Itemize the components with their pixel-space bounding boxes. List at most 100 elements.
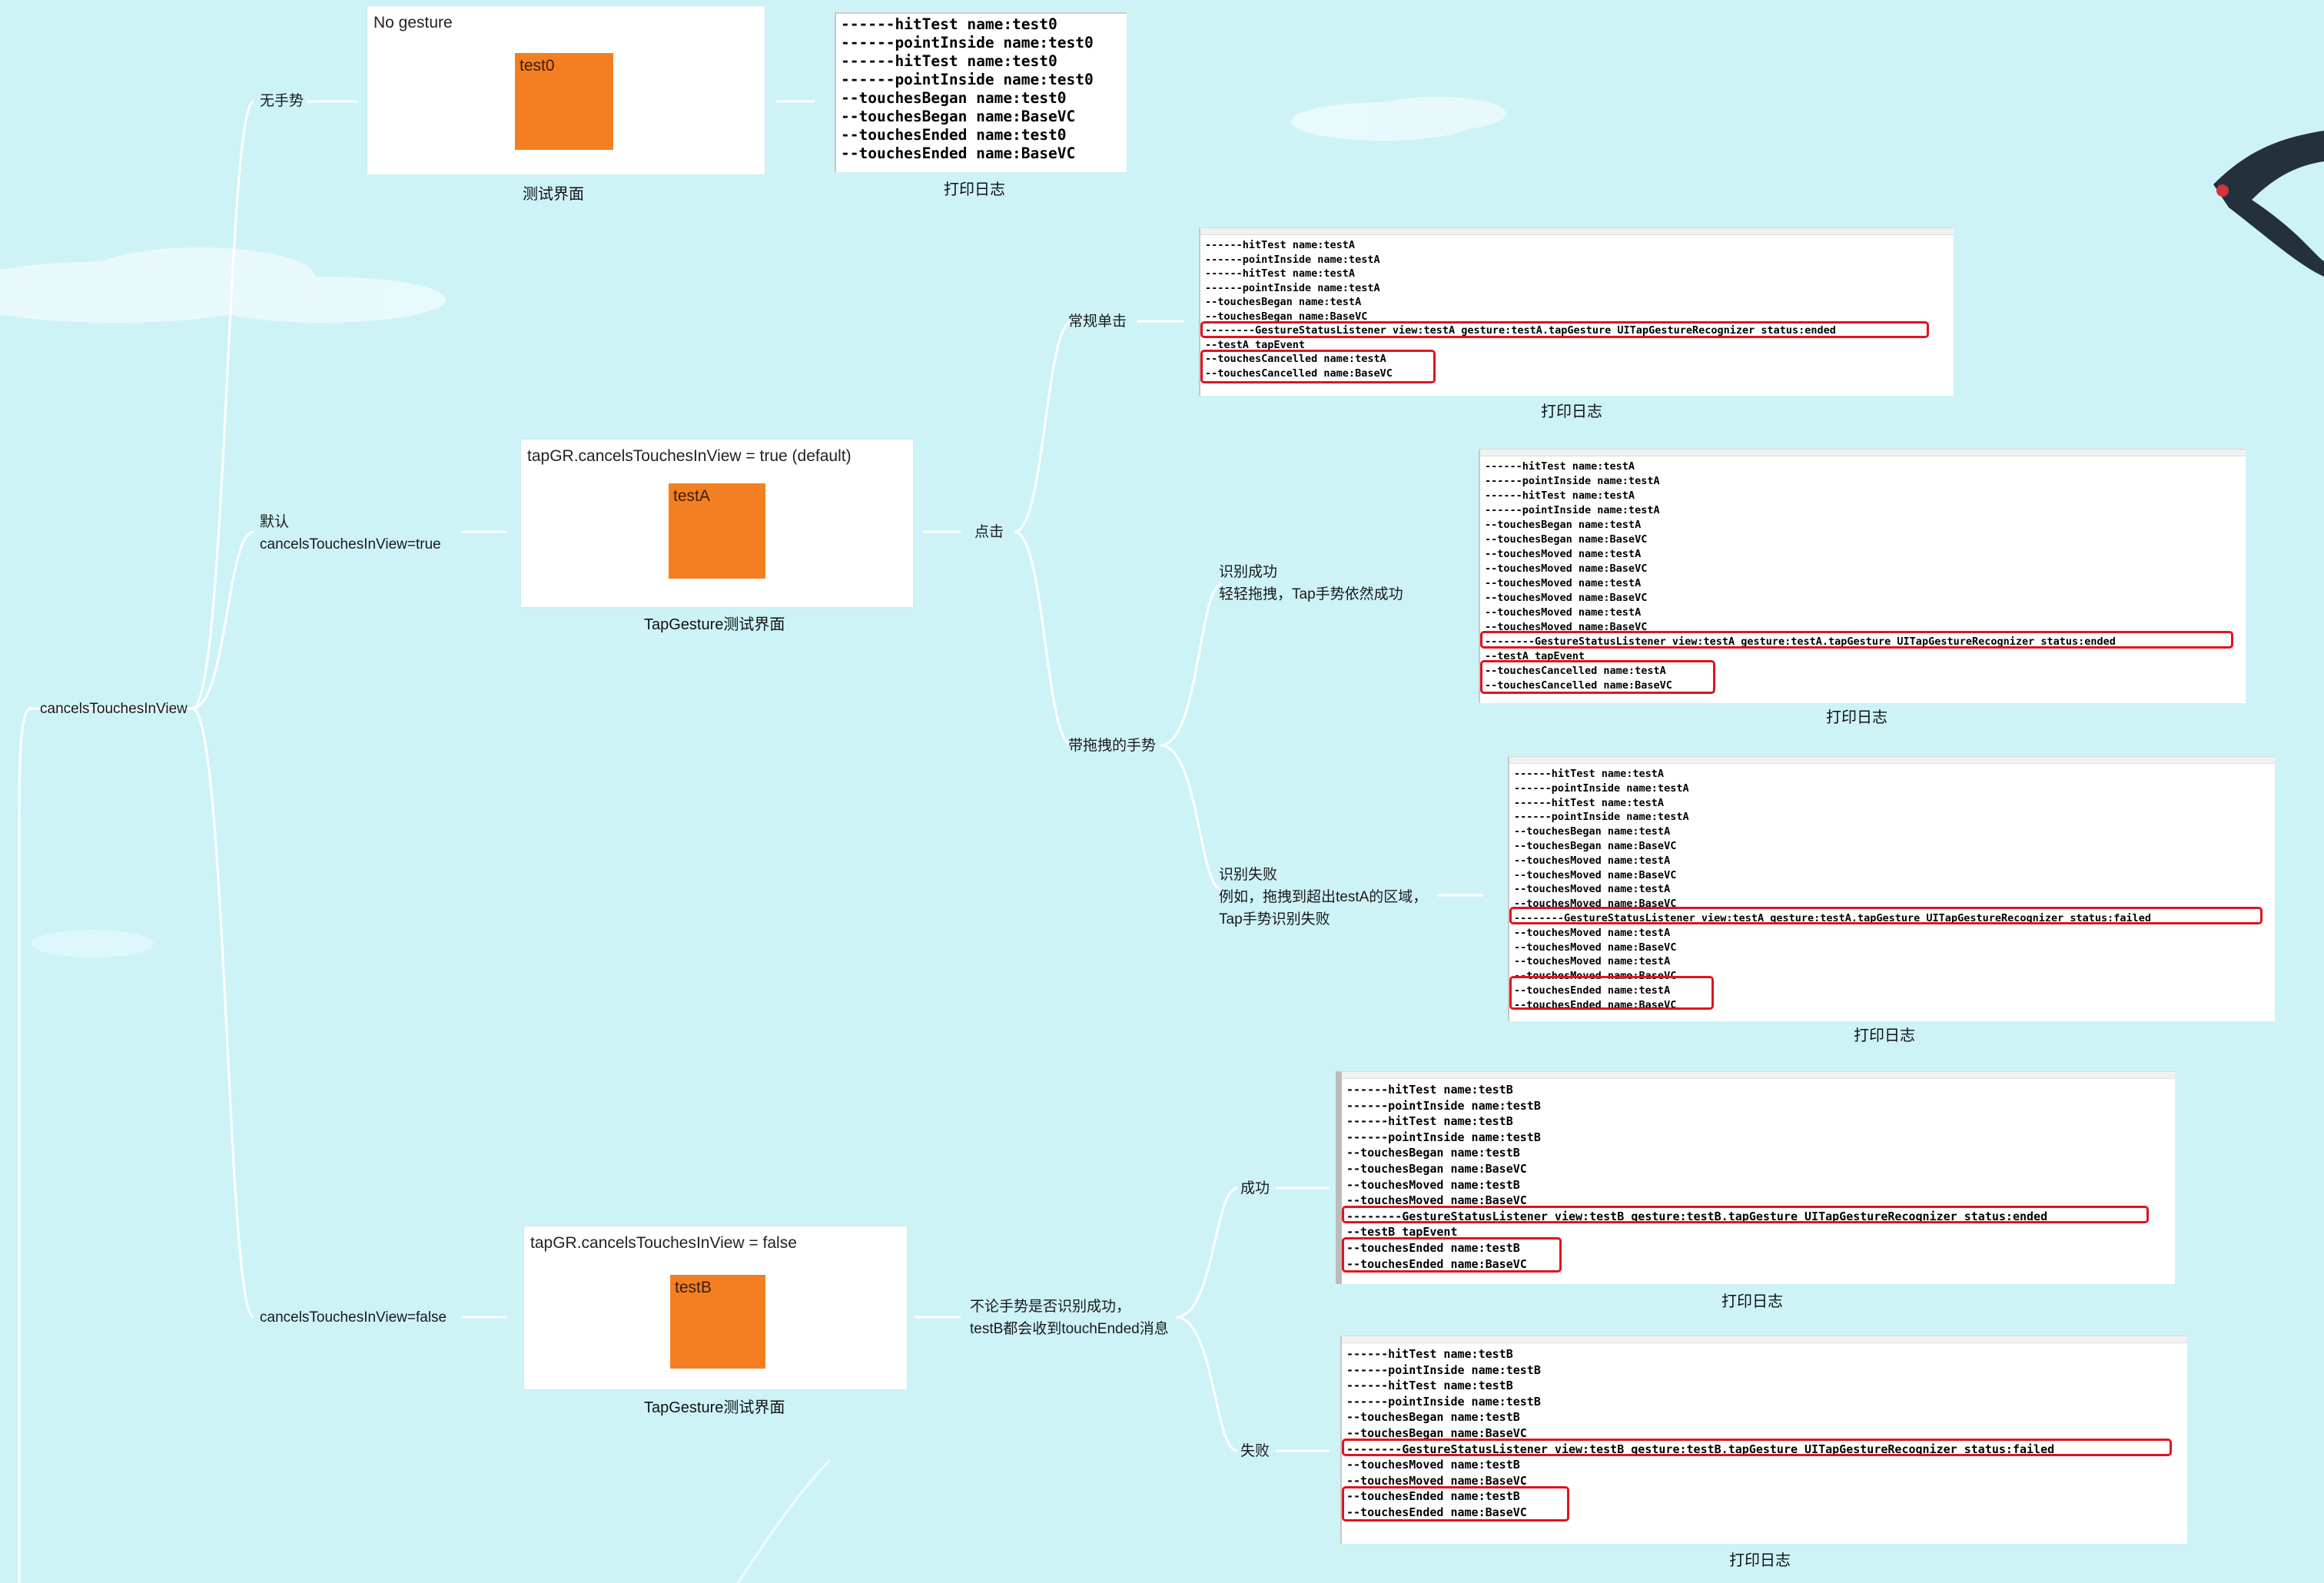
log-line: --touchesMoved name:BaseVC (1514, 868, 1677, 881)
highlight-touches-ended (1509, 976, 1714, 1010)
log-line: ------hitTest name:testA (1514, 768, 1665, 780)
test-screen-testA: tapGR.cancelsTouchesInView = true (defau… (521, 440, 913, 607)
log-line: --touchesBegan name:testB (1346, 1410, 1520, 1425)
card-title: tapGR.cancelsTouchesInView = true (defau… (527, 447, 852, 465)
log-toolbar (1200, 228, 1954, 235)
branch-summary[interactable]: 不论手势是否识别成功， testB都会收到touchEnded消息 (970, 1296, 1169, 1340)
log-line: ------hitTest name:testA (1205, 239, 1356, 251)
log-line: --touchesEnded name:testB (1346, 1489, 1520, 1504)
log-line: ------hitTest name:testA (1205, 267, 1356, 280)
cloud-shape (31, 930, 154, 957)
log-toolbar (1480, 450, 2246, 456)
log-line: --touchesEnded name:BaseVC (1346, 1256, 1527, 1271)
log-drag-success: ------hitTest name:testA ------pointInsid… (1479, 449, 2246, 703)
log-caption: 打印日志 (1729, 1552, 1791, 1569)
log-line: ------pointInside name:testA (1205, 253, 1380, 266)
log-no-gesture: ------hitTest name:test0 ------pointInsid… (835, 12, 1127, 172)
log-line: --touchesBegan name:BaseVC (1346, 1425, 1527, 1440)
log-line: --------GestureStatusListener view:testB… (1346, 1442, 2055, 1456)
log-line: --touchesBegan name:BaseVC (1205, 310, 1368, 323)
log-line: ------pointInside name:testA (1485, 475, 1660, 487)
label-line: Tap手势识别失败 (1219, 911, 1330, 928)
log-line: --touchesBegan name:BaseVC (841, 108, 1076, 125)
card-caption: 测试界面 (523, 186, 584, 203)
log-line: ------hitTest name:testB (1346, 1114, 1513, 1129)
log-line: ------hitTest name:test0 (841, 52, 1057, 70)
summary-line: 不论手势是否识别成功， (970, 1299, 1131, 1315)
log-line: --touchesBegan name:BaseVC (1346, 1161, 1527, 1176)
branch-no-gesture[interactable]: 无手势 (260, 93, 304, 109)
branch-drag-success[interactable]: 识别成功 轻轻拖拽，Tap手势依然成功 (1219, 561, 1403, 606)
log-line: --touchesMoved name:testB (1346, 1458, 1520, 1472)
log-line: ------pointInside name:testA (1205, 281, 1380, 294)
view-label: test0 (520, 57, 555, 75)
log-line: --------GestureStatusListener view:testB… (1346, 1209, 2048, 1223)
root-node[interactable]: cancelsTouchesInView (40, 701, 188, 717)
branch-cancels-false[interactable]: cancelsTouchesInView=false (260, 1309, 447, 1326)
log-false-success: ------hitTest name:testB ------pointInsid… (1336, 1071, 2175, 1284)
log-line: ------pointInside name:test0 (841, 71, 1094, 88)
testA-view: testA (669, 483, 765, 579)
log-line: --touchesMoved name:testA (1514, 854, 1671, 867)
log-text: ------hitTest name:testA ------pointInsid… (1480, 456, 2246, 696)
log-caption: 打印日志 (1854, 1027, 1915, 1044)
log-line: --testA tapEvent (1205, 338, 1306, 351)
log-line: --touchesBegan name:BaseVC (1485, 533, 1648, 546)
log-line: --touchesMoved name:testA (1485, 606, 1642, 619)
log-drag-failure: ------hitTest name:testA ------pointInsid… (1508, 756, 2275, 1021)
log-line: ------hitTest name:testB (1346, 1083, 1513, 1097)
log-line: --------GestureStatusListener view:testA… (1205, 324, 1836, 337)
log-line: --touchesBegan name:test0 (841, 89, 1067, 107)
log-line: --touchesBegan name:testA (1485, 519, 1642, 531)
summary-line: testB都会收到touchEnded消息 (970, 1321, 1169, 1337)
branch-false-success[interactable]: 成功 (1240, 1180, 1270, 1196)
view-label: testB (675, 1279, 712, 1296)
log-text: ------hitTest name:testA ------pointInsid… (1200, 235, 1954, 383)
log-line: --touchesMoved name:testB (1346, 1177, 1520, 1192)
branch-normal-tap[interactable]: 常规单击 (1068, 314, 1127, 330)
test-screen-testB: tapGR.cancelsTouchesInView = false testB (524, 1226, 907, 1389)
log-toolbar (1342, 1336, 2187, 1343)
log-line: --touchesEnded name:BaseVC (841, 144, 1076, 162)
branch-drag-failure[interactable]: 识别失败 例如，拖拽到超出testA的区域， Tap手势识别失败 (1219, 864, 1427, 931)
test0-view: test0 (515, 53, 613, 150)
log-caption: 打印日志 (1721, 1293, 1783, 1310)
log-line: --touchesBegan name:testA (1205, 296, 1362, 308)
log-text: ------hitTest name:testB ------pointInsid… (1342, 1343, 2187, 1524)
highlight-touches-cancelled (1480, 660, 1715, 694)
log-line: ------hitTest name:testA (1514, 796, 1665, 809)
branch-label-default: 默认 (260, 514, 290, 530)
log-line: ------hitTest name:testA (1485, 490, 1635, 502)
log-line: --touchesMoved name:testA (1514, 926, 1671, 939)
log-text: ------hitTest name:testB ------pointInsid… (1342, 1079, 2175, 1275)
cloud-shape (0, 247, 446, 323)
log-line: ------pointInside name:testB (1346, 1394, 1541, 1409)
branch-drag-tap[interactable]: 带拖拽的手势 (1068, 738, 1157, 754)
branch-default-true[interactable]: 默认 cancelsTouchesInView=true (260, 511, 441, 556)
branch-false-failure[interactable]: 失败 (1240, 1443, 1270, 1459)
branch-label-setting: cancelsTouchesInView=true (260, 536, 441, 553)
log-line: --touchesBegan name:BaseVC (1514, 839, 1677, 852)
log-line: ------pointInside name:testA (1514, 811, 1689, 824)
log-line: ------pointInside name:testB (1346, 1130, 1541, 1144)
log-line: ------hitTest name:test0 (841, 15, 1057, 33)
log-line: --------GestureStatusListener view:testA… (1514, 911, 2152, 924)
log-false-failure: ------hitTest name:testB ------pointInsid… (1340, 1336, 2187, 1544)
log-line: --touchesMoved name:testA (1514, 955, 1671, 968)
label-line: 识别成功 (1219, 564, 1278, 580)
log-line: --touchesMoved name:BaseVC (1485, 592, 1648, 604)
label-line: 轻轻拖拽，Tap手势依然成功 (1219, 586, 1403, 602)
log-line: --touchesBegan name:testB (1346, 1146, 1520, 1160)
log-line: --touchesMoved name:BaseVC (1514, 941, 1677, 954)
log-line: --touchesEnded name:BaseVC (1346, 1505, 1527, 1519)
log-line: --touchesMoved name:testA (1485, 577, 1642, 589)
log-line: ------pointInside name:testB (1346, 1362, 1541, 1377)
log-text: ------hitTest name:testA ------pointInsid… (1509, 764, 2275, 1016)
log-line: --touchesCancelled name:BaseVC (1485, 679, 1672, 692)
log-line: --touchesMoved name:BaseVC (1485, 563, 1648, 575)
branch-tap[interactable]: 点击 (974, 524, 1004, 540)
log-text: ------hitTest name:test0 ------pointInsid… (836, 14, 1127, 166)
label-line: 例如，拖拽到超出testA的区域， (1219, 889, 1428, 905)
log-line: --touchesEnded name:testA (1514, 984, 1671, 997)
log-line: ------pointInside name:testB (1346, 1098, 1541, 1113)
